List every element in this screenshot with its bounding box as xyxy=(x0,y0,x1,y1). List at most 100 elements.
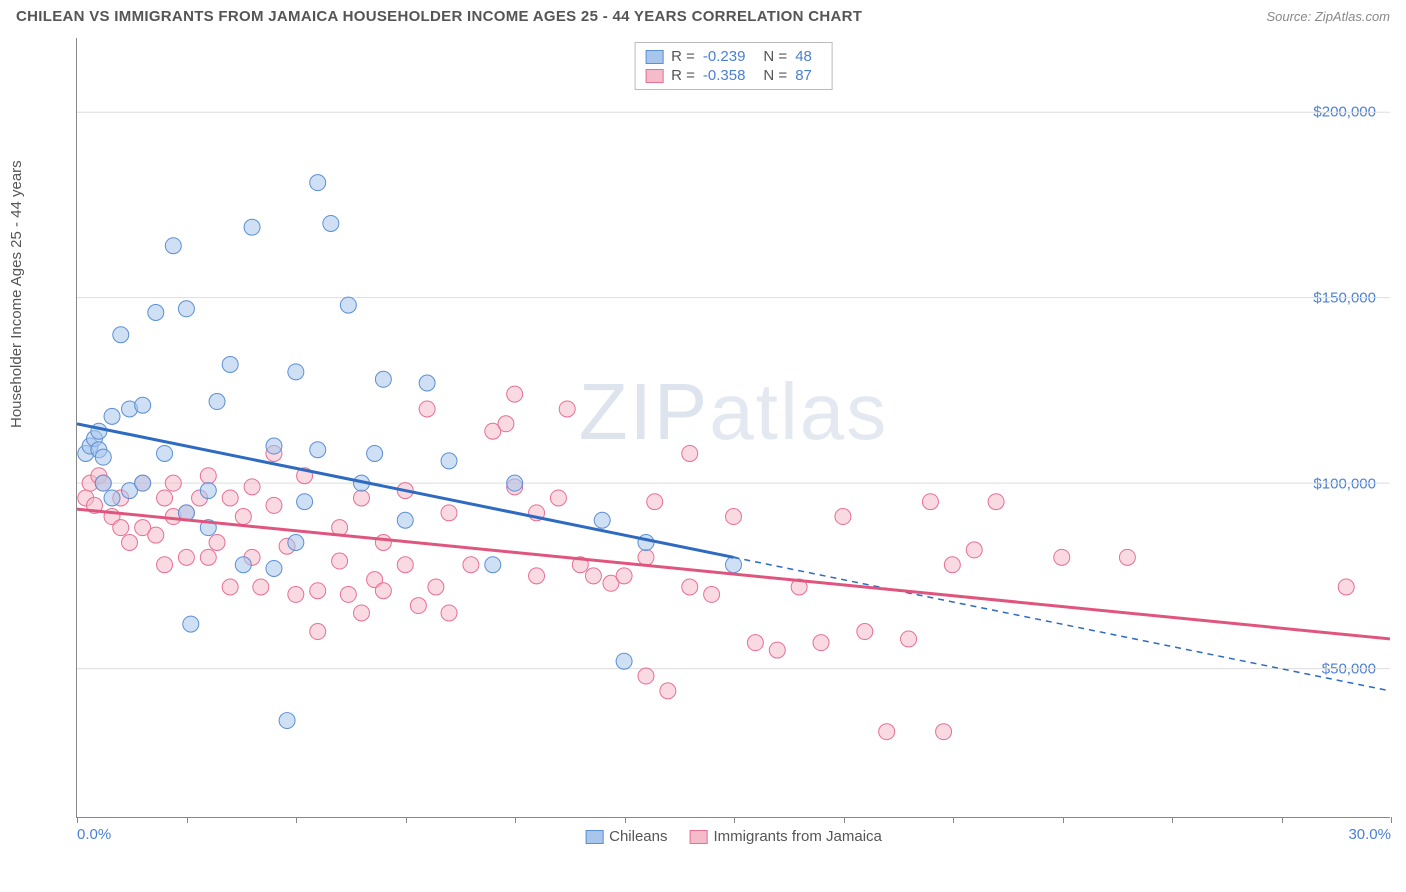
scatter-point xyxy=(253,579,269,595)
scatter-point xyxy=(660,683,676,699)
scatter-point xyxy=(297,494,313,510)
legend-item: Immigrants from Jamaica xyxy=(690,828,882,845)
scatter-point xyxy=(340,586,356,602)
scatter-point xyxy=(616,653,632,669)
scatter-point xyxy=(988,494,1004,510)
scatter-point xyxy=(200,483,216,499)
scatter-point xyxy=(463,557,479,573)
scatter-point xyxy=(244,479,260,495)
scatter-point xyxy=(936,724,952,740)
scatter-point xyxy=(419,401,435,417)
legend-label: Immigrants from Jamaica xyxy=(714,828,882,845)
scatter-point xyxy=(879,724,895,740)
scatter-point xyxy=(507,475,523,491)
scatter-point xyxy=(148,305,164,321)
scatter-point xyxy=(944,557,960,573)
scatter-point xyxy=(122,535,138,551)
scatter-point xyxy=(209,535,225,551)
scatter-point xyxy=(165,238,181,254)
scatter-point xyxy=(704,586,720,602)
scatter-point xyxy=(279,713,295,729)
scatter-point xyxy=(95,449,111,465)
scatter-point xyxy=(638,668,654,684)
scatter-point xyxy=(367,445,383,461)
scatter-point xyxy=(441,505,457,521)
scatter-point xyxy=(266,497,282,513)
scatter-point xyxy=(485,557,501,573)
chart-title: CHILEAN VS IMMIGRANTS FROM JAMAICA HOUSE… xyxy=(16,8,862,25)
scatter-point xyxy=(616,568,632,584)
scatter-point xyxy=(529,568,545,584)
scatter-point xyxy=(222,356,238,372)
scatter-point xyxy=(200,468,216,484)
scatter-point xyxy=(1054,549,1070,565)
scatter-point xyxy=(104,408,120,424)
scatter-point xyxy=(244,219,260,235)
scatter-point xyxy=(157,490,173,506)
plot-area: ZIPatlas R =-0.239N =48R =-0.358N =87 Ch… xyxy=(76,38,1390,818)
scatter-point xyxy=(835,509,851,525)
scatter-point xyxy=(165,475,181,491)
scatter-point xyxy=(813,635,829,651)
scatter-point xyxy=(397,557,413,573)
scatter-point xyxy=(638,549,654,565)
scatter-point xyxy=(397,512,413,528)
legend-swatch xyxy=(645,69,663,83)
legend-row: R =-0.239N =48 xyxy=(645,47,822,66)
scatter-point xyxy=(1338,579,1354,595)
scatter-point xyxy=(222,579,238,595)
scatter-point xyxy=(747,635,763,651)
scatter-point xyxy=(726,509,742,525)
scatter-point xyxy=(200,549,216,565)
scatter-point xyxy=(375,371,391,387)
source-attribution: Source: ZipAtlas.com xyxy=(1266,9,1390,24)
scatter-point xyxy=(559,401,575,417)
scatter-point xyxy=(857,624,873,640)
scatter-point xyxy=(310,175,326,191)
scatter-point xyxy=(288,364,304,380)
x-tick-label: 0.0% xyxy=(77,826,111,843)
scatter-point xyxy=(266,438,282,454)
scatter-point xyxy=(966,542,982,558)
scatter-point xyxy=(1119,549,1135,565)
x-tick-label: 30.0% xyxy=(1348,826,1391,843)
scatter-point xyxy=(410,598,426,614)
chart-container: Householder Income Ages 25 - 44 years ZI… xyxy=(50,38,1390,848)
legend-label: Chileans xyxy=(609,828,667,845)
legend-swatch xyxy=(645,50,663,64)
trend-line-extrapolated xyxy=(734,557,1391,691)
scatter-point xyxy=(266,560,282,576)
scatter-point xyxy=(95,475,111,491)
scatter-svg xyxy=(77,38,1390,817)
scatter-point xyxy=(113,520,129,536)
legend-item: Chileans xyxy=(585,828,667,845)
scatter-point xyxy=(148,527,164,543)
scatter-point xyxy=(157,445,173,461)
scatter-point xyxy=(441,453,457,469)
legend-swatch xyxy=(690,830,708,844)
scatter-point xyxy=(209,394,225,410)
scatter-point xyxy=(340,297,356,313)
scatter-point xyxy=(682,579,698,595)
scatter-point xyxy=(235,509,251,525)
scatter-point xyxy=(647,494,663,510)
scatter-point xyxy=(769,642,785,658)
scatter-point xyxy=(113,327,129,343)
scatter-point xyxy=(375,535,391,551)
scatter-point xyxy=(178,301,194,317)
scatter-point xyxy=(288,586,304,602)
scatter-point xyxy=(922,494,938,510)
scatter-point xyxy=(375,583,391,599)
legend-row: R =-0.358N =87 xyxy=(645,66,822,85)
series-legend: Chileans Immigrants from Jamaica xyxy=(585,828,882,845)
scatter-point xyxy=(353,490,369,506)
scatter-point xyxy=(550,490,566,506)
scatter-point xyxy=(682,445,698,461)
scatter-point xyxy=(428,579,444,595)
scatter-point xyxy=(288,535,304,551)
scatter-point xyxy=(310,583,326,599)
scatter-point xyxy=(178,549,194,565)
scatter-point xyxy=(157,557,173,573)
scatter-point xyxy=(419,375,435,391)
scatter-point xyxy=(135,475,151,491)
